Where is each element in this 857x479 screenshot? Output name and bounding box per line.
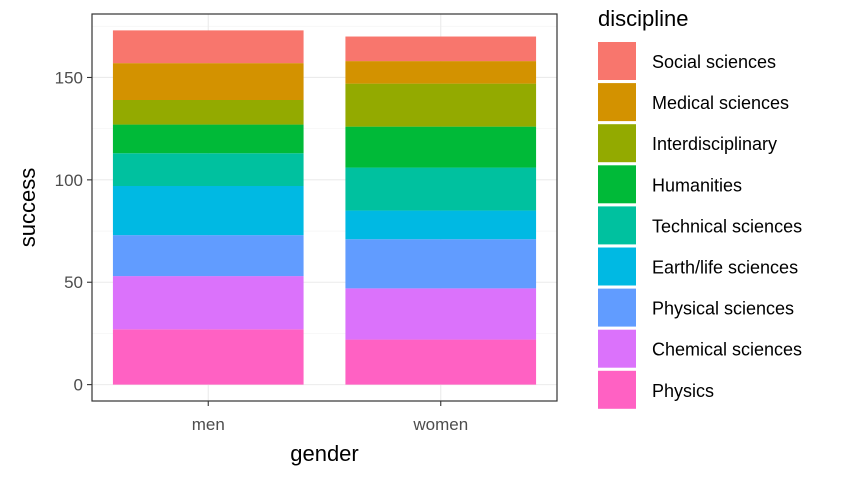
legend-item: Earth/life sciences <box>598 247 798 286</box>
y-tick-label: 50 <box>64 273 83 292</box>
bar-segment-men-social-sciences <box>112 30 304 64</box>
legend-label: Physical sciences <box>652 299 794 319</box>
legend-label: Physics <box>652 381 714 401</box>
bar-segment-men-technical-sciences <box>112 153 304 186</box>
bar-segment-men-earth-life-sciences <box>112 186 304 236</box>
y-tick-label: 100 <box>55 171 83 190</box>
bars <box>112 30 537 385</box>
legend-item: Social sciences <box>598 42 776 80</box>
plot-area <box>91 13 558 402</box>
bar-segment-women-chemical-sciences <box>345 288 537 340</box>
legend-label: Interdisciplinary <box>652 134 777 154</box>
legend-title: discipline <box>598 6 689 31</box>
legend-label: Medical sciences <box>652 93 789 113</box>
legend-items: Social sciences Medical sciences Interdisc… <box>598 42 802 409</box>
y-tick-label: 0 <box>74 376 83 395</box>
x-axis: men women <box>192 401 468 434</box>
bar-segment-men-humanities <box>112 124 304 154</box>
legend-key <box>598 247 636 286</box>
legend-item: Physics <box>598 370 714 409</box>
bar-segment-women-medical-sciences <box>345 61 537 84</box>
legend: discipline Social sciences Medical scienc… <box>598 6 802 409</box>
bar-segment-men-interdisciplinary <box>112 100 304 125</box>
legend-key <box>598 288 636 327</box>
legend-key <box>598 165 636 204</box>
legend-item: Medical sciences <box>598 83 789 122</box>
x-axis-title: gender <box>290 441 359 466</box>
bar-segment-women-physics <box>345 339 537 385</box>
bar-segment-men-chemical-sciences <box>112 276 304 330</box>
legend-item: Humanities <box>598 165 742 204</box>
legend-item: Interdisciplinary <box>598 124 777 163</box>
bar-segment-men-physics <box>112 329 304 385</box>
legend-key <box>598 329 636 368</box>
y-tick-label: 150 <box>55 68 83 87</box>
legend-label: Social sciences <box>652 52 776 72</box>
legend-label: Chemical sciences <box>652 340 802 360</box>
bar-segment-women-earth-life-sciences <box>345 210 537 240</box>
legend-item: Technical sciences <box>598 206 802 245</box>
bar-segment-men-medical-sciences <box>112 63 304 100</box>
plot-border <box>91 13 558 402</box>
legend-label: Humanities <box>652 175 742 195</box>
x-tick-label: women <box>412 415 468 434</box>
legend-label: Technical sciences <box>652 216 802 236</box>
bar-segment-women-technical-sciences <box>345 167 537 211</box>
y-axis: 0 50 100 150 <box>55 68 92 395</box>
legend-key <box>598 206 636 245</box>
bar-segment-men-physical-sciences <box>112 235 304 277</box>
bar-segment-women-physical-sciences <box>345 239 537 289</box>
y-axis-title: success <box>15 168 40 247</box>
legend-label: Earth/life sciences <box>652 258 798 278</box>
legend-item: Chemical sciences <box>598 329 802 368</box>
bar-segment-women-humanities <box>345 126 537 168</box>
legend-key <box>598 124 636 163</box>
legend-key <box>598 42 636 80</box>
legend-key <box>598 83 636 122</box>
legend-key <box>598 370 636 409</box>
legend-item: Physical sciences <box>598 288 794 327</box>
bar-segment-women-social-sciences <box>345 36 537 62</box>
x-tick-label: men <box>192 415 225 434</box>
bar-segment-women-interdisciplinary <box>345 83 537 127</box>
